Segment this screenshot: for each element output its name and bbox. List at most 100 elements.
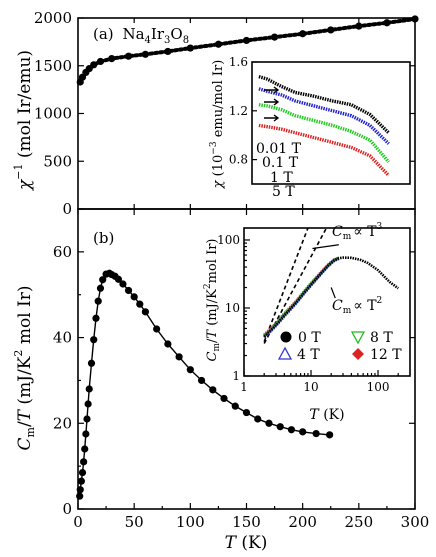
panel-b-points [76,269,334,500]
legend-marker-diamond [352,348,364,360]
data-point [299,428,307,436]
panel-b-inset-ticks [243,239,399,377]
panel-a: 0 500 1000 1500 2000 (a) Na4Ir3O8 χ−1 (mol I… [12,9,419,218]
data-point [186,366,194,374]
data-point [83,415,91,423]
x-tick-label: 0 [73,513,83,531]
x-tick-label: 100 [176,513,205,531]
inset-y-tick-label: 1 [232,369,240,383]
arrow-icon [264,114,280,122]
data-point [90,336,98,344]
panel-b-inset-series [263,256,399,339]
x-tick-label: 200 [288,513,317,531]
panel-a-inset-frame [251,61,411,185]
data-point [78,468,87,477]
inset-legend-label: 0.1 T [262,155,299,171]
inset-x-tick-label: 10 [303,380,318,394]
data-point [265,419,273,427]
panel-a-inset: 0.8 1.2 1.6 0.01 T0.1 T1 T5 T χ (10−3 emu/… [209,55,411,200]
inset-series-line [263,257,340,339]
y-tick-label: 40 [53,329,72,347]
data-point [197,376,206,385]
data-point [94,297,102,305]
inset-y-tick-label: 10 [225,301,240,315]
panel-a-inset-ticks [252,61,257,161]
x-tick-label: 250 [345,513,374,531]
y-tick-label: 0 [62,500,72,518]
panel-b-inset-frame [243,227,411,377]
data-point [124,286,133,295]
panel-b-tick-labels: 0 20 40 60 0 50 100 150 200 250 300 [53,243,429,531]
pointer-t3 [312,244,339,250]
inset-series-line [258,87,390,145]
legend-marker-triangle-down [350,331,366,345]
y-tick-label: 0 [62,200,72,218]
inset-y-tick-label: 100 [217,233,240,247]
y-tick-label: 1000 [34,105,72,123]
panel-a-inset-arrows [264,86,280,122]
inset-series-line [258,123,390,177]
data-point [80,458,88,466]
y-tick-label: 500 [43,152,72,170]
data-point [76,492,84,500]
panel-a-inset-tick-labels: 0.8 1.2 1.6 [229,55,248,167]
data-point [141,308,149,316]
data-point [130,293,138,301]
inset-series-line [258,74,390,135]
annotation-t3: Cm ∝ T3 [332,222,383,242]
pointer-t2 [330,287,336,299]
data-point [81,445,89,453]
legend-marker-circle [280,331,292,343]
data-point [326,431,334,439]
y-tick-label: 2000 [34,9,72,27]
panel-b-inset-y-axis-label: Cm/T (mJ/K2mol Ir) [203,238,222,361]
y-tick-label: 60 [53,243,72,261]
inset-series-line [258,103,390,164]
guide-t3 [263,227,309,342]
y-tick-label: 20 [53,414,72,432]
data-point [153,325,161,333]
arrow-icon [264,98,280,106]
annotation-t2: Cm ∝ T2 [332,296,382,316]
x-tick-label: 150 [232,513,261,531]
panel-a-tick-labels: 0 500 1000 1500 2000 [34,9,72,218]
y-tick-label: 1500 [34,57,72,75]
data-point [85,385,93,393]
data-point [209,386,217,394]
inset-y-tick-label: 0.8 [229,153,248,167]
panel-b-inset-legend: 0 T4 T 8 T12 T [277,330,402,363]
legend-marker-triangle-up [277,346,293,360]
data-point [87,359,96,367]
inset-series-line [263,256,399,338]
panel-a-inset-y-axis-label: χ (10−3 emu/mol Ir) [209,60,226,190]
panel-a-label: (a) Na4Ir3O8 [93,25,189,46]
data-point [84,400,92,408]
inset-legend-label: 0 T [298,330,321,346]
arrow-icon [264,86,280,94]
panel-b-label: (b) [93,229,114,247]
data-point [77,477,85,485]
data-point [99,276,107,284]
panel-b-y-axis-label: Cm/T (mJ/K2 mol Ir) [12,285,37,450]
x-tick-label: 300 [401,513,430,531]
data-point [114,275,123,283]
panel-b-inset-tick-labels: 1 10 100 1 10 100 [217,233,389,394]
data-point [96,284,105,292]
panel-a-inset-legend: 0.01 T0.1 T1 T5 T [256,141,302,200]
data-point [231,402,239,410]
inset-legend-label: 0.01 T [256,141,302,157]
data-point [136,300,144,308]
data-point [312,429,320,438]
inset-legend-label: 4 T [297,347,320,363]
data-point [119,280,127,288]
panel-b-inset: 1 10 100 1 10 100 0 T4 T 8 T12 T Cm/T (mJ/K2mo… [203,222,411,423]
data-point [92,314,100,322]
inset-x-tick-label: 1 [240,380,248,394]
inset-legend-label: 5 T [272,184,295,200]
panel-b-inset-x-axis-label: T (K) [309,407,344,423]
panel-a-y-axis-label: χ−1 (mol Ir/emu) [12,50,35,191]
data-point [287,426,296,434]
data-point [242,408,251,417]
data-trace [78,17,417,84]
